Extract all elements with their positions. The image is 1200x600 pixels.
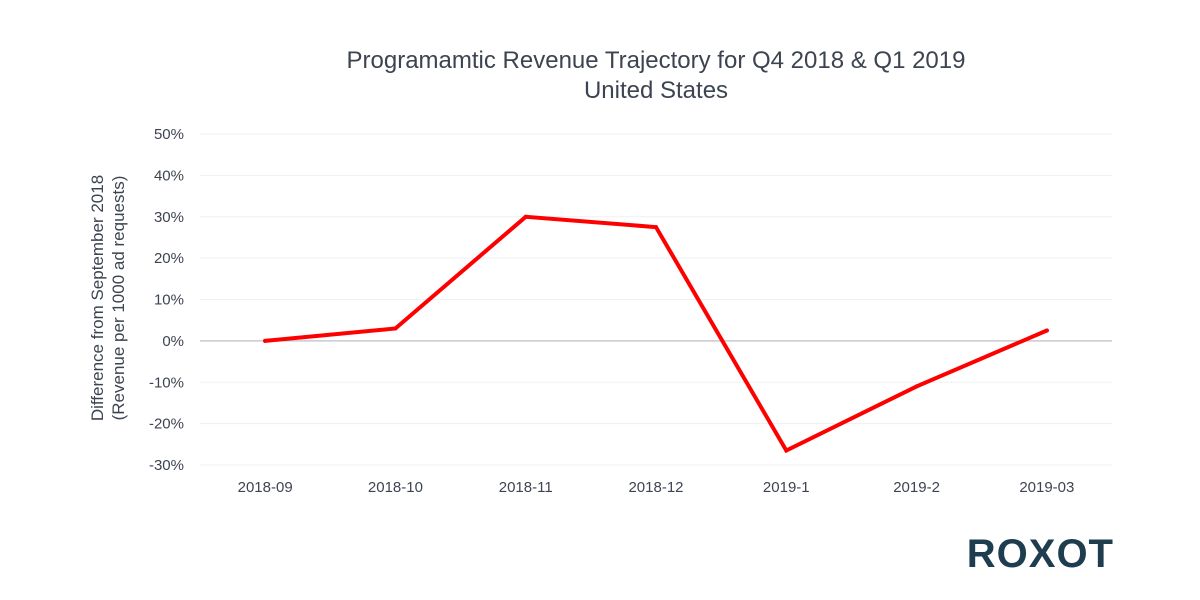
series-layer <box>263 214 1049 454</box>
chart-title: Programamtic Revenue Trajectory for Q4 2… <box>200 46 1112 106</box>
data-point <box>263 338 268 343</box>
y-tick-label: 20% <box>154 250 184 267</box>
data-point <box>914 384 919 389</box>
grid-lines <box>200 133 1112 466</box>
y-tick-label: -10% <box>149 374 184 391</box>
x-tick-label: 2019-03 <box>1019 479 1074 496</box>
y-tick-label: -30% <box>149 457 184 474</box>
y-tick-label: 0% <box>162 333 184 350</box>
roxot-logo: ROXOT <box>966 532 1114 576</box>
x-tick-label: 2019-2 <box>893 479 940 496</box>
y-tick-label: 40% <box>154 167 184 184</box>
data-point <box>784 448 789 453</box>
data-point <box>654 225 658 230</box>
data-point <box>523 214 528 219</box>
series-line <box>263 214 1049 454</box>
chart-title-line: Programamtic Revenue Trajectory for Q4 2… <box>346 47 966 74</box>
x-tick-label: 2018-09 <box>238 479 293 496</box>
y-axis-ticks: 50% 40% 30% 20% 10% 0% -10% -20% -30% <box>149 126 184 474</box>
x-axis-ticks: 2018-09 2018-10 2018-11 2018-12 2019-1 2019-2… <box>238 479 1075 496</box>
y-tick-label: 10% <box>154 292 184 309</box>
y-tick-label: -20% <box>149 416 184 433</box>
y-tick-label: 50% <box>154 126 184 143</box>
x-tick-label: 2019-1 <box>763 479 810 496</box>
data-point <box>393 326 398 331</box>
x-tick-label: 2018-12 <box>628 479 683 496</box>
chart-subtitle: United States <box>583 77 729 104</box>
data-point <box>1044 328 1049 333</box>
x-tick-label: 2018-10 <box>368 479 423 496</box>
x-tick-label: 2018-11 <box>499 479 553 496</box>
y-tick-label: 30% <box>154 209 184 226</box>
